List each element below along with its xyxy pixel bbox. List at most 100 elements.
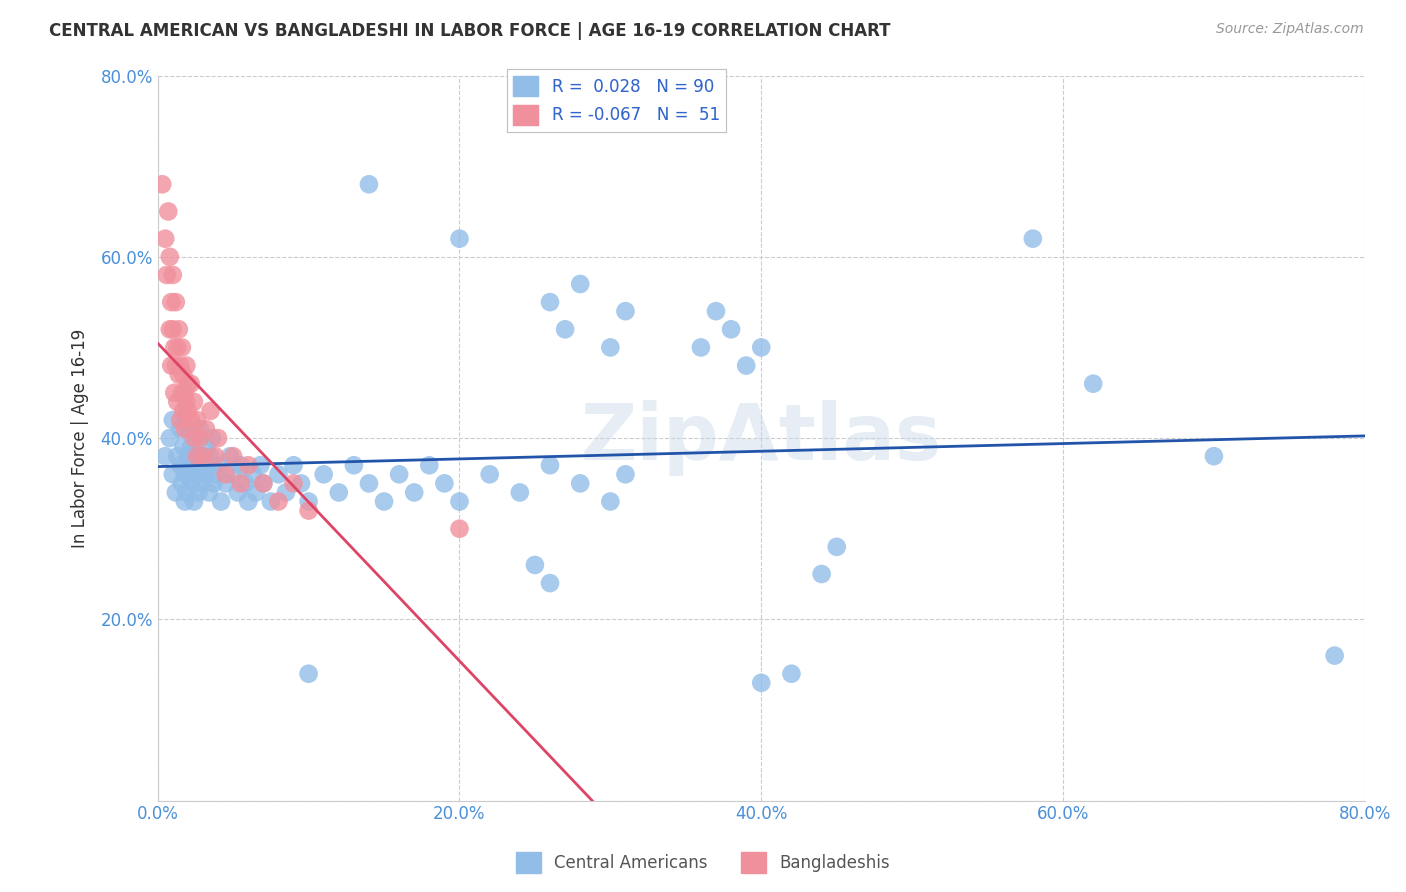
Point: [260, 494, 283, 508]
Point: [222, 467, 245, 482]
Point: [373, 494, 395, 508]
Point: [720, 322, 742, 336]
Point: [195, 422, 218, 436]
Text: ZipAtlas: ZipAtlas: [581, 401, 942, 476]
Point: [165, 485, 187, 500]
Point: [191, 449, 214, 463]
Point: [184, 449, 207, 463]
Legend: Central Americans, Bangladeshis: Central Americans, Bangladeshis: [509, 846, 897, 880]
Point: [569, 476, 592, 491]
Point: [177, 422, 200, 436]
Point: [180, 376, 202, 391]
Point: [226, 485, 249, 500]
Point: [614, 467, 637, 482]
Point: [388, 467, 411, 482]
Point: [165, 359, 187, 373]
Point: [242, 467, 264, 482]
Point: [181, 458, 204, 473]
Point: [186, 413, 208, 427]
Point: [810, 567, 832, 582]
Point: [200, 404, 222, 418]
Point: [267, 467, 290, 482]
Point: [163, 385, 186, 400]
Point: [207, 458, 229, 473]
Point: [297, 503, 319, 517]
Point: [197, 458, 219, 473]
Point: [195, 440, 218, 454]
Point: [173, 385, 195, 400]
Point: [1022, 232, 1045, 246]
Point: [690, 340, 713, 354]
Point: [252, 476, 274, 491]
Point: [214, 467, 236, 482]
Point: [599, 340, 621, 354]
Point: [449, 232, 471, 246]
Point: [188, 458, 211, 473]
Point: [523, 558, 546, 572]
Point: [162, 467, 184, 482]
Point: [172, 368, 194, 382]
Point: [150, 178, 173, 192]
Point: [165, 295, 187, 310]
Point: [554, 322, 576, 336]
Point: [283, 476, 305, 491]
Point: [176, 394, 198, 409]
Point: [173, 494, 195, 508]
Point: [160, 359, 183, 373]
Point: [188, 431, 211, 445]
Point: [167, 322, 190, 336]
Point: [170, 385, 193, 400]
Point: [162, 322, 184, 336]
Point: [238, 494, 260, 508]
Point: [343, 458, 366, 473]
Text: Source: ZipAtlas.com: Source: ZipAtlas.com: [1216, 22, 1364, 37]
Point: [233, 476, 256, 491]
Y-axis label: In Labor Force | Age 16-19: In Labor Force | Age 16-19: [72, 328, 89, 548]
Point: [177, 404, 200, 418]
Point: [825, 540, 848, 554]
Point: [159, 250, 181, 264]
Point: [312, 467, 335, 482]
Point: [159, 322, 181, 336]
Point: [704, 304, 727, 318]
Point: [172, 440, 194, 454]
Point: [1323, 648, 1346, 663]
Point: [177, 449, 200, 463]
Point: [200, 449, 222, 463]
Point: [176, 485, 198, 500]
Point: [162, 413, 184, 427]
Point: [538, 576, 561, 591]
Point: [169, 422, 191, 436]
Point: [198, 485, 221, 500]
Point: [538, 458, 561, 473]
Point: [229, 458, 252, 473]
Point: [214, 476, 236, 491]
Point: [297, 666, 319, 681]
Point: [274, 485, 297, 500]
Point: [183, 494, 205, 508]
Point: [172, 404, 194, 418]
Point: [449, 522, 471, 536]
Point: [357, 476, 380, 491]
Text: CENTRAL AMERICAN VS BANGLADESHI IN LABOR FORCE | AGE 16-19 CORRELATION CHART: CENTRAL AMERICAN VS BANGLADESHI IN LABOR…: [49, 22, 891, 40]
Point: [169, 413, 191, 427]
Point: [599, 494, 621, 508]
Point: [290, 476, 312, 491]
Point: [478, 467, 501, 482]
Point: [538, 295, 561, 310]
Point: [179, 467, 201, 482]
Point: [186, 449, 208, 463]
Point: [190, 476, 212, 491]
Point: [180, 440, 202, 454]
Legend: R =  0.028   N = 90, R = -0.067   N =  51: R = 0.028 N = 90, R = -0.067 N = 51: [506, 70, 727, 132]
Point: [180, 476, 202, 491]
Point: [1083, 376, 1105, 391]
Point: [229, 476, 252, 491]
Point: [614, 304, 637, 318]
Point: [157, 204, 180, 219]
Point: [155, 232, 177, 246]
Point: [186, 467, 208, 482]
Point: [173, 422, 195, 436]
Point: [201, 431, 224, 445]
Point: [238, 458, 260, 473]
